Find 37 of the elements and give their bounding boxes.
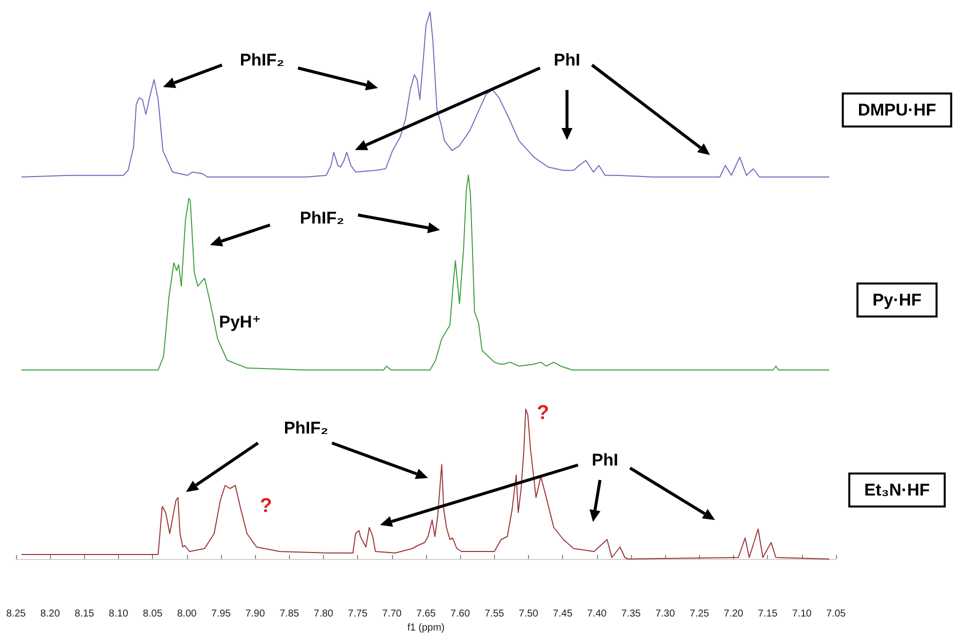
x-axis-title: f1 (ppm)	[407, 622, 445, 634]
x-tick-label: 8.05	[142, 608, 163, 620]
x-tick-label: 8.00	[177, 608, 197, 620]
x-tick-label: 7.25	[690, 608, 710, 620]
x-tick-label: 7.45	[552, 608, 573, 620]
x-tick-label: 7.75	[348, 608, 368, 620]
x-tick-label: 8.25	[6, 608, 26, 620]
text: DMPU·HF	[858, 100, 936, 120]
x-tick-label: 7.80	[314, 608, 334, 620]
annotation: PhIF₂	[300, 208, 344, 228]
x-tick-label: 7.90	[245, 608, 266, 620]
x-tick-label: 7.30	[655, 608, 676, 620]
annotation: PhI	[554, 50, 580, 70]
x-tick-label: 8.15	[74, 608, 94, 620]
annotation: PhIF₂	[240, 50, 284, 70]
x-tick-label: 7.40	[587, 608, 607, 620]
x-tick-label: 7.05	[826, 608, 846, 620]
x-tick-label: 7.15	[758, 608, 778, 620]
x-tick-label: 8.10	[108, 608, 129, 620]
annotation: ?	[260, 495, 272, 517]
annotation: PyH⁺	[218, 312, 262, 332]
x-tick-label: 7.95	[211, 608, 232, 620]
x-tick-label: 7.10	[792, 608, 812, 620]
x-tick-label: 7.85	[280, 608, 300, 620]
x-tick-label: 7.55	[484, 608, 504, 620]
annotation: PhIF₂	[284, 418, 328, 438]
text: Et₃N·HF	[864, 480, 930, 500]
text: Py·HF	[872, 290, 922, 310]
x-tick-label: 8.20	[40, 608, 60, 620]
annotation: PhI	[592, 450, 618, 470]
x-tick-label: 7.20	[724, 608, 744, 620]
x-tick-label: 7.60	[450, 608, 470, 620]
x-tick-label: 7.65	[416, 608, 436, 620]
x-tick-label: 7.70	[382, 608, 402, 620]
x-tick-label: 7.50	[518, 608, 539, 620]
x-tick-label: 7.35	[621, 608, 642, 620]
annotation: ?	[536, 402, 550, 424]
